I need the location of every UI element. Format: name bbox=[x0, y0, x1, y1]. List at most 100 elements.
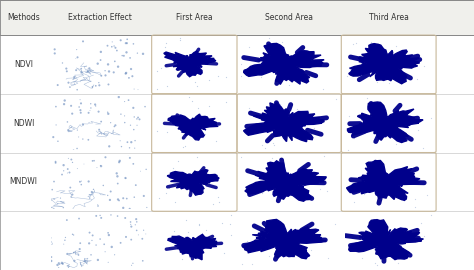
Point bbox=[114, 197, 122, 202]
Point bbox=[123, 50, 130, 55]
Point bbox=[104, 43, 111, 48]
Point bbox=[243, 239, 250, 244]
Polygon shape bbox=[346, 160, 420, 200]
Point bbox=[114, 65, 122, 69]
Point bbox=[76, 97, 84, 102]
Point bbox=[139, 52, 147, 56]
Point bbox=[55, 265, 63, 270]
Point bbox=[91, 102, 99, 107]
Polygon shape bbox=[349, 220, 423, 260]
Point bbox=[69, 193, 76, 197]
Point bbox=[52, 160, 59, 164]
Point bbox=[143, 205, 151, 210]
Point bbox=[70, 148, 77, 153]
Point bbox=[286, 193, 294, 198]
Point bbox=[111, 59, 118, 63]
Point bbox=[60, 205, 67, 210]
Point bbox=[223, 75, 230, 79]
Point bbox=[140, 228, 147, 232]
Point bbox=[356, 186, 364, 191]
Point bbox=[77, 108, 84, 112]
Point bbox=[63, 66, 70, 71]
Point bbox=[115, 198, 123, 203]
Point bbox=[71, 75, 78, 79]
Point bbox=[176, 38, 183, 42]
Point bbox=[74, 55, 82, 59]
Point bbox=[125, 98, 132, 102]
Point bbox=[97, 50, 105, 54]
Point bbox=[394, 125, 401, 129]
Point bbox=[77, 101, 85, 106]
Point bbox=[75, 135, 82, 139]
Polygon shape bbox=[168, 234, 217, 260]
Point bbox=[61, 238, 69, 242]
Point bbox=[75, 253, 82, 257]
Point bbox=[361, 192, 368, 196]
Point bbox=[48, 255, 55, 259]
Point bbox=[70, 233, 77, 237]
Point bbox=[100, 132, 108, 136]
Text: Third Area: Third Area bbox=[369, 13, 409, 22]
Point bbox=[66, 170, 73, 175]
Point bbox=[92, 104, 100, 108]
Point bbox=[63, 218, 71, 222]
Point bbox=[64, 167, 72, 171]
Point bbox=[358, 256, 366, 261]
Point bbox=[265, 36, 273, 40]
Point bbox=[364, 225, 372, 230]
Point bbox=[307, 240, 315, 245]
Point bbox=[97, 164, 105, 168]
Point bbox=[176, 118, 184, 123]
Point bbox=[419, 146, 427, 150]
Point bbox=[265, 254, 273, 258]
Point bbox=[92, 84, 100, 88]
Point bbox=[54, 263, 61, 267]
Point bbox=[104, 112, 112, 116]
Point bbox=[121, 114, 128, 118]
Point bbox=[105, 144, 113, 148]
Point bbox=[115, 160, 123, 164]
Point bbox=[77, 66, 85, 71]
Point bbox=[66, 185, 74, 190]
Point bbox=[178, 257, 186, 261]
Point bbox=[108, 45, 116, 49]
Point bbox=[115, 95, 123, 99]
Polygon shape bbox=[164, 51, 216, 77]
Point bbox=[98, 74, 105, 78]
Point bbox=[129, 261, 137, 265]
Point bbox=[270, 143, 278, 147]
Point bbox=[277, 102, 284, 106]
Point bbox=[95, 80, 102, 85]
Point bbox=[278, 39, 285, 44]
Point bbox=[122, 41, 129, 45]
Point bbox=[122, 176, 129, 180]
Point bbox=[88, 190, 96, 194]
Point bbox=[94, 258, 102, 262]
Point bbox=[371, 261, 379, 265]
Point bbox=[104, 110, 111, 114]
Point bbox=[130, 127, 137, 132]
Point bbox=[392, 141, 400, 146]
Point bbox=[89, 85, 96, 89]
Text: Second Area: Second Area bbox=[265, 13, 313, 22]
Point bbox=[165, 245, 173, 250]
Point bbox=[394, 261, 401, 265]
Point bbox=[255, 114, 263, 118]
Point bbox=[411, 197, 419, 202]
Polygon shape bbox=[349, 44, 419, 84]
Point bbox=[54, 83, 62, 87]
Point bbox=[285, 83, 293, 87]
Point bbox=[245, 106, 253, 110]
Point bbox=[214, 195, 222, 199]
Point bbox=[205, 104, 212, 108]
Point bbox=[86, 108, 94, 113]
Point bbox=[293, 238, 301, 242]
Text: NDWI: NDWI bbox=[13, 119, 35, 128]
Point bbox=[111, 253, 118, 257]
Point bbox=[124, 153, 132, 157]
Point bbox=[352, 40, 360, 45]
Point bbox=[331, 221, 338, 226]
Point bbox=[345, 65, 353, 69]
Point bbox=[350, 200, 358, 204]
Point bbox=[308, 248, 315, 252]
